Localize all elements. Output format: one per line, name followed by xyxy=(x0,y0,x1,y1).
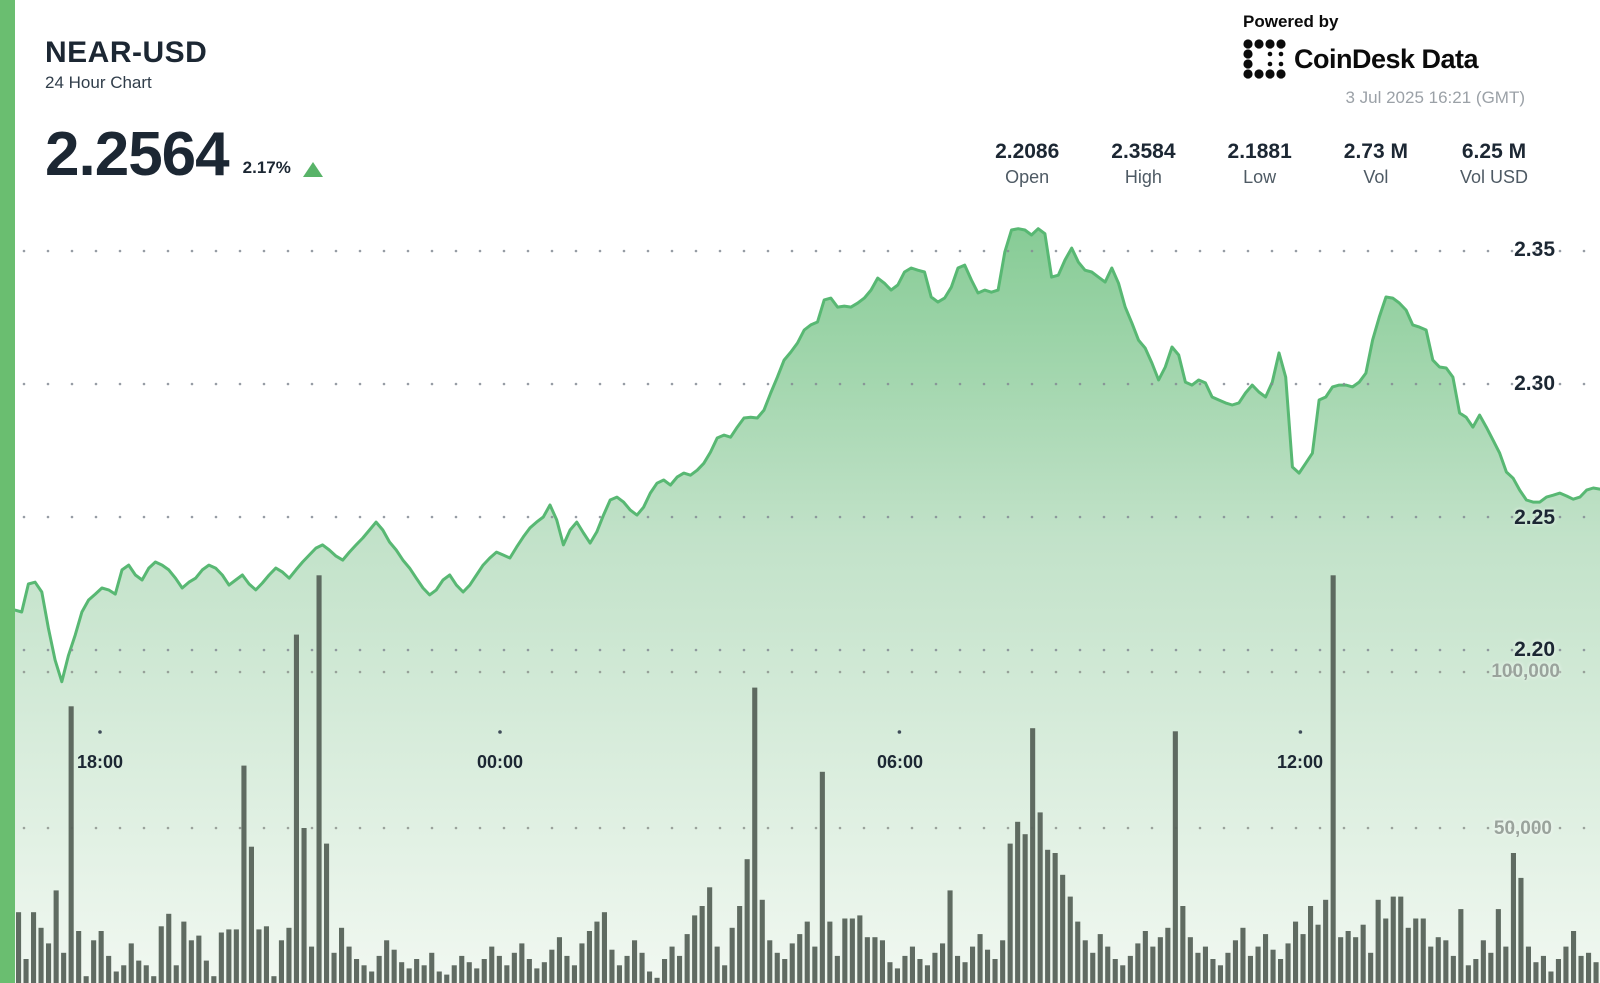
stat-vol-label: Vol xyxy=(1363,167,1389,187)
time-tick-06-00: 06:00 xyxy=(876,752,924,772)
price-tick-2-25: 2.25 xyxy=(1514,506,1555,529)
price-tick-2-35: 2.35 xyxy=(1514,238,1555,261)
title-block: NEAR-USD 24 Hour Chart xyxy=(45,36,207,93)
time-tick-00-00: 00:00 xyxy=(476,752,524,772)
stat-open-value: 2.2086 xyxy=(995,140,1060,163)
timestamp: 3 Jul 2025 16:21 (GMT) xyxy=(1345,88,1525,107)
volume-tick-50k: 50,000 xyxy=(1493,818,1552,839)
stat-high-value: 2.3584 xyxy=(1111,140,1176,163)
brand-name: CoinDesk Data xyxy=(1294,43,1479,74)
stat-open: 2.2086 Open xyxy=(995,140,1059,188)
stat-low-label: Low xyxy=(1243,167,1277,187)
stat-vol-usd-value: 6.25 M xyxy=(1461,140,1527,163)
stat-high: 2.3584 High xyxy=(1111,140,1175,188)
stat-vol-value: 2.73 M xyxy=(1343,140,1408,163)
stat-high-label: High xyxy=(1124,167,1162,187)
stat-vol: 2.73 M Vol xyxy=(1344,140,1408,188)
accent-bar xyxy=(0,0,15,983)
last-price: 2.2564 xyxy=(45,120,230,189)
coindesk-logo[interactable]: CoinDesk Data xyxy=(1243,39,1525,79)
stat-low: 2.1881 Low xyxy=(1228,140,1292,188)
chart-subtitle: 24 Hour Chart xyxy=(45,73,152,92)
time-tick-18-00: 18:00 xyxy=(76,752,124,772)
change-percent: 2.17% xyxy=(242,158,291,177)
branding-block: Powered by CoinDesk Data 3 Jul 2025 16:2… xyxy=(1243,12,1525,108)
price-tick-2-30: 2.30 xyxy=(1514,372,1555,395)
powered-by-label: Powered by xyxy=(1243,12,1339,31)
time-tick-12-00: 12:00 xyxy=(1276,752,1324,772)
price-row: 2.2564 2.17% xyxy=(45,124,323,186)
stat-vol-usd-label: Vol USD xyxy=(1459,167,1528,187)
up-triangle-icon xyxy=(302,162,323,177)
volume-tick-100k: 100,000 xyxy=(1491,661,1560,682)
coindesk-logo-icon xyxy=(1243,39,1286,79)
symbol-title: NEAR-USD xyxy=(45,36,208,69)
stat-low-value: 2.1881 xyxy=(1227,140,1292,163)
price-tick-2-20: 2.20 xyxy=(1514,638,1555,661)
stat-vol-usd: 6.25 M Vol USD xyxy=(1460,140,1528,188)
ohlc-stats-row: 2.2086 Open 2.3584 High 2.1881 Low 2.73 … xyxy=(995,140,1528,188)
stat-open-label: Open xyxy=(1005,167,1050,187)
